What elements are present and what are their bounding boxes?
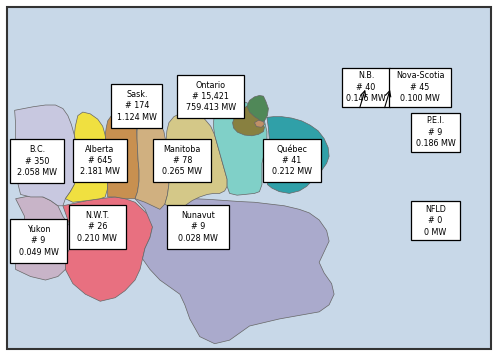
Text: NFLD
# 0
0 MW: NFLD # 0 0 MW: [425, 205, 447, 237]
FancyBboxPatch shape: [167, 205, 229, 248]
Text: B.C.
# 350
2.058 MW: B.C. # 350 2.058 MW: [17, 145, 57, 177]
Polygon shape: [267, 117, 329, 193]
Text: Sask.
# 174
1.124 MW: Sask. # 174 1.124 MW: [117, 90, 157, 122]
Text: Nova-Scotia
# 45
0.100 MW: Nova-Scotia # 45 0.100 MW: [396, 71, 445, 103]
Text: Manitoba
# 78
0.265 MW: Manitoba # 78 0.265 MW: [162, 144, 202, 176]
Text: N.W.T.
# 26
0.210 MW: N.W.T. # 26 0.210 MW: [77, 211, 117, 242]
Polygon shape: [165, 112, 227, 209]
FancyBboxPatch shape: [10, 139, 64, 183]
Polygon shape: [135, 197, 334, 344]
FancyBboxPatch shape: [411, 201, 460, 240]
FancyBboxPatch shape: [389, 67, 451, 107]
Polygon shape: [14, 105, 78, 206]
FancyBboxPatch shape: [263, 138, 321, 182]
FancyBboxPatch shape: [10, 219, 67, 263]
Text: N.B.
# 40
0.146 MW: N.B. # 40 0.146 MW: [346, 71, 386, 103]
FancyBboxPatch shape: [73, 138, 127, 182]
Text: P.E.I.
# 9
0.186 MW: P.E.I. # 9 0.186 MW: [416, 116, 456, 148]
Polygon shape: [233, 106, 264, 136]
FancyBboxPatch shape: [341, 67, 390, 107]
Text: Nunavut
# 9
0.028 MW: Nunavut # 9 0.028 MW: [178, 211, 218, 242]
Polygon shape: [214, 100, 267, 195]
Text: Alberta
# 645
2.181 MW: Alberta # 645 2.181 MW: [80, 144, 120, 176]
FancyBboxPatch shape: [154, 138, 211, 182]
Polygon shape: [135, 116, 169, 209]
Polygon shape: [105, 112, 139, 199]
FancyBboxPatch shape: [69, 205, 126, 248]
Text: Ontario
# 15,421
759.413 MW: Ontario # 15,421 759.413 MW: [186, 81, 236, 113]
Polygon shape: [65, 112, 108, 202]
Polygon shape: [15, 195, 73, 280]
Polygon shape: [247, 95, 268, 123]
FancyBboxPatch shape: [411, 113, 460, 152]
FancyBboxPatch shape: [177, 75, 244, 119]
Polygon shape: [254, 120, 264, 127]
Text: Yukon
# 9
0.049 MW: Yukon # 9 0.049 MW: [18, 225, 58, 257]
FancyBboxPatch shape: [111, 84, 162, 128]
Text: Québec
# 41
0.212 MW: Québec # 41 0.212 MW: [272, 144, 312, 176]
Polygon shape: [63, 197, 153, 301]
